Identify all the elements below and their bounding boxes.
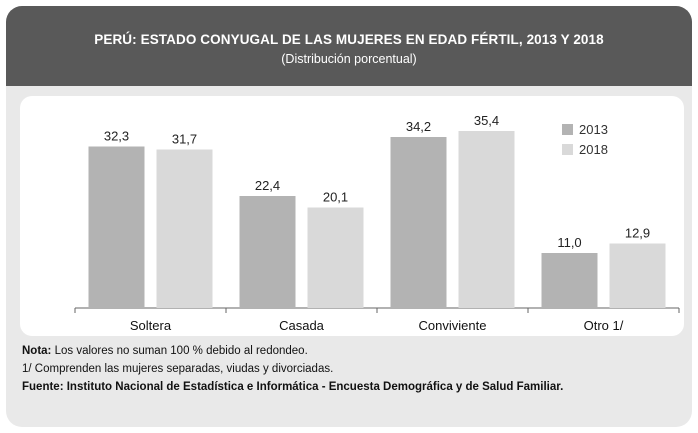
chart-subtitle: (Distribución porcentual): [281, 52, 417, 66]
category-label: Casada: [279, 318, 325, 333]
category-label: Soltera: [130, 318, 172, 333]
data-label: 11,0: [557, 235, 581, 250]
bar-2018-1: [307, 207, 364, 308]
footnote-line: 1/ Comprenden las mujeres separadas, viu…: [22, 363, 334, 375]
data-label: 32,3: [104, 129, 129, 144]
data-label: 31,7: [172, 132, 197, 147]
bar-2013-2: [390, 137, 447, 308]
data-label: 12,9: [625, 226, 650, 241]
bar-2018-0: [156, 149, 213, 308]
bar-2018-3: [609, 243, 666, 308]
bar-chart: 32,3 31,7 Soltera 22,4 20,1 Casada 34,2 35,4 Con…: [74, 113, 680, 333]
bar-2013-0: [88, 146, 145, 308]
legend-label: 2018: [579, 142, 608, 157]
note-label: Nota:: [22, 345, 52, 357]
chart-title: PERÚ: ESTADO CONYUGAL DE LAS MUJERES EN …: [94, 32, 604, 47]
legend-swatch-2013: [562, 124, 573, 135]
legend-label: 2013: [579, 122, 608, 137]
data-label: 22,4: [255, 178, 280, 193]
bar-2013-1: [239, 196, 296, 308]
note-line: Nota: Los valores no suman 100 % debido …: [22, 342, 682, 360]
chart-notes: Nota: Los valores no suman 100 % debido …: [22, 342, 682, 396]
category-label: Otro 1/: [584, 318, 624, 333]
data-label: 35,4: [474, 113, 499, 128]
chart-card: PERÚ: ESTADO CONYUGAL DE LAS MUJERES EN …: [6, 6, 692, 427]
legend-swatch-2018: [562, 144, 573, 155]
plot-area: 32,3 31,7 Soltera 22,4 20,1 Casada 34,2 35,4 Con…: [20, 96, 684, 336]
source-line: Fuente: Instituto Nacional de Estadístic…: [22, 381, 564, 393]
data-label: 20,1: [323, 190, 348, 205]
bar-2013-3: [541, 253, 598, 308]
bar-2018-2: [458, 131, 515, 308]
category-label: Conviviente: [419, 318, 487, 333]
chart-header: PERÚ: ESTADO CONYUGAL DE LAS MUJERES EN …: [6, 6, 692, 86]
note-text: Los valores no suman 100 % debido al red…: [51, 345, 308, 357]
data-label: 34,2: [406, 119, 431, 134]
